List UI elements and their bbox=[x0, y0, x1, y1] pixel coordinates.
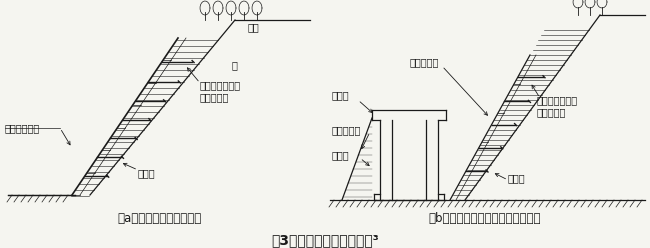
Text: 永久のり面: 永久のり面 bbox=[410, 57, 439, 67]
Text: （a）急勾配切土への適用: （a）急勾配切土への適用 bbox=[118, 212, 202, 224]
Text: （b）構造物掘削等の仮設への適用: （b）構造物掘削等の仮設への適用 bbox=[429, 212, 541, 224]
Text: 図3：鉄筋挿入工の適用例³: 図3：鉄筋挿入工の適用例³ bbox=[271, 233, 379, 247]
Text: 埋戻し: 埋戻し bbox=[332, 150, 350, 160]
Text: 仮設のり面: 仮設のり面 bbox=[332, 125, 361, 135]
Text: 補強材: 補強材 bbox=[508, 173, 526, 183]
Text: 構造物: 構造物 bbox=[332, 90, 350, 100]
Text: 岩: 岩 bbox=[232, 60, 238, 70]
Text: 土砂: 土砂 bbox=[248, 22, 260, 32]
Text: 補強材: 補強材 bbox=[138, 168, 155, 178]
Text: 標準設計による
切土のり面: 標準設計による 切土のり面 bbox=[537, 95, 578, 117]
Text: のり面保護工: のり面保護工 bbox=[5, 123, 40, 133]
Text: 標準設計による
切土のり面: 標準設計による 切土のり面 bbox=[200, 80, 241, 102]
